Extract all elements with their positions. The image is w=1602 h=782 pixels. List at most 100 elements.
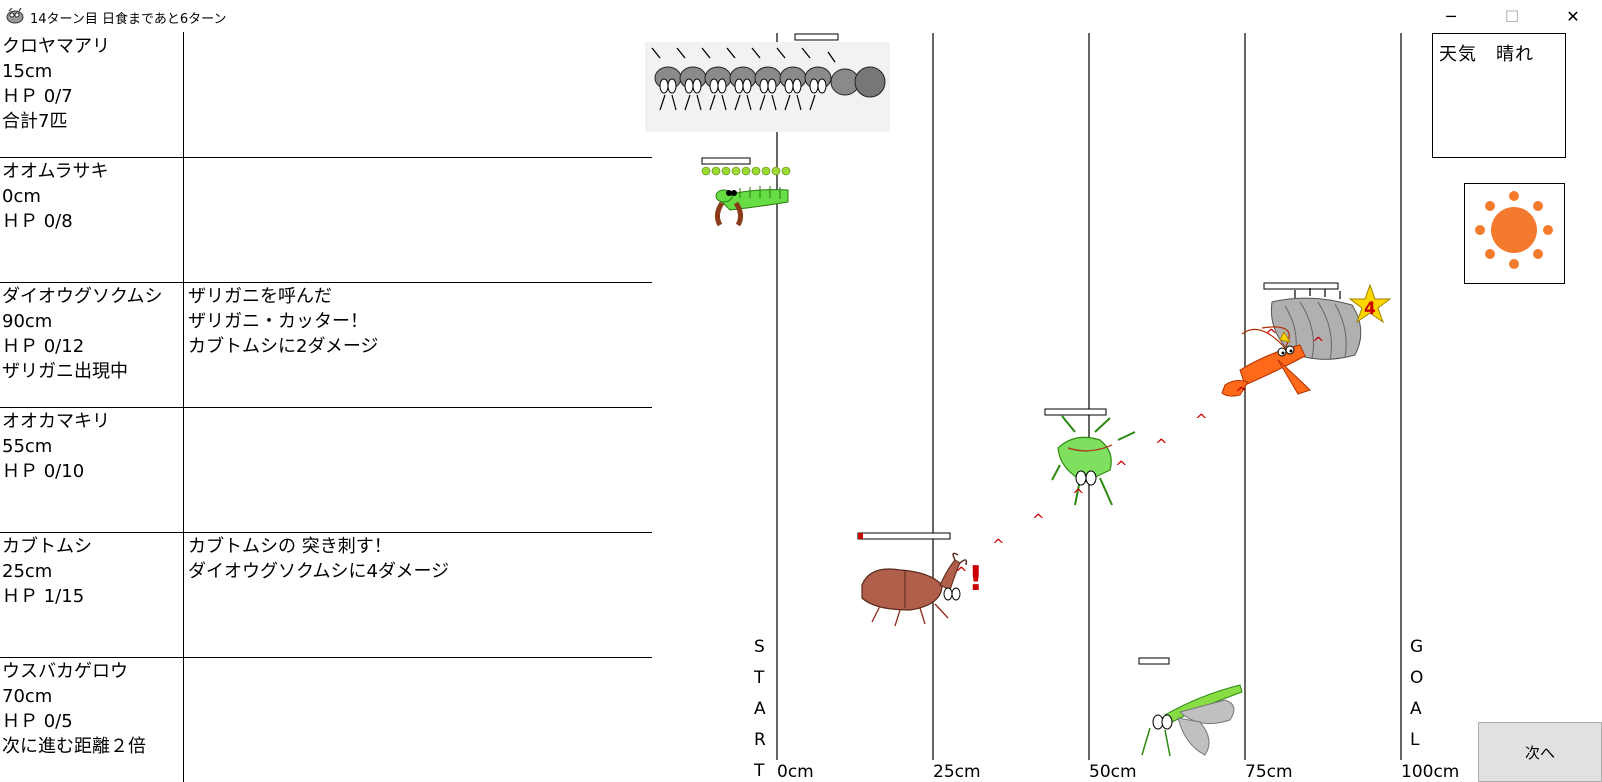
weather-icon-frame: [1464, 183, 1565, 284]
player-row: オオカマキリ 55cm ＨＰ 0/10: [0, 407, 652, 533]
attack-arrow: ^: [1032, 511, 1045, 529]
column-divider: [183, 32, 184, 157]
attack-arrow: ^: [1312, 334, 1325, 352]
player-row: ウスバカゲロウ 70cm ＨＰ 0/5 次に進む距離２倍: [0, 657, 652, 782]
close-button[interactable]: ✕: [1566, 6, 1580, 26]
status-panel: クロヤマアリ 15cm ＨＰ 0/7 合計7匹 オオムラサキ 0cm ＨＰ 0/…: [0, 32, 652, 782]
player-hp: ＨＰ 0/7: [2, 86, 73, 107]
ant-hp-bar: [794, 33, 839, 41]
butterfly-hp-bar: [701, 157, 751, 165]
tick-label: 100cm: [1401, 762, 1459, 782]
tick-label: 25cm: [933, 762, 981, 782]
player-name: カブトムシ: [2, 536, 92, 557]
column-divider: [183, 532, 184, 657]
hp-bars: [701, 33, 1339, 665]
log-line: カブトムシの 突き刺す！: [188, 536, 392, 557]
player-stats: クロヤマアリ 15cm ＨＰ 0/7 合計7匹: [2, 34, 110, 134]
caterpillar-sprite-icon: [701, 166, 791, 227]
player-hp: ＨＰ 0/10: [2, 461, 85, 482]
log-line: ザリガニを呼んだ: [188, 286, 332, 307]
player-row: クロヤマアリ 15cm ＨＰ 0/7 合計7匹: [0, 32, 652, 158]
title-bar: 14ターン目 日食まであと6ターン ─ ☐ ✕: [0, 0, 1602, 32]
player-stats: カブトムシ 25cm ＨＰ 1/15: [2, 534, 92, 609]
sun-icon: [1475, 191, 1553, 269]
mantis-sprite-icon: [1051, 415, 1136, 506]
attack-arrow: ^: [1155, 436, 1168, 454]
attack-arrow: ^: [992, 536, 1005, 554]
beetle-sprite-icon: [861, 552, 968, 627]
tick-label: 0cm: [777, 762, 814, 782]
player-note: 合計7匹: [2, 111, 68, 132]
attack-exclaim: !: [968, 559, 984, 599]
mantis-hp-bar: [1044, 408, 1107, 416]
player-row: カブトムシ 25cm ＨＰ 1/15 カブトムシの 突き刺す！ ダイオウグソクム…: [0, 532, 652, 658]
next-button[interactable]: 次へ: [1478, 722, 1602, 782]
player-name: ダイオウグソクムシ: [2, 286, 163, 307]
column-divider: [183, 282, 184, 407]
tick-label: 50cm: [1089, 762, 1137, 782]
player-name: クロヤマアリ: [2, 36, 110, 57]
action-log: カブトムシの 突き刺す！ ダイオウグソクムシに4ダメージ: [188, 534, 449, 584]
weather-panel: 天気 晴れ: [1432, 33, 1566, 158]
distance-lines: [776, 33, 1402, 760]
minimize-button[interactable]: ─: [1446, 6, 1456, 26]
player-distance: 25cm: [2, 561, 53, 582]
isopod-sprite-icon: [1270, 288, 1362, 361]
tick-label: 75cm: [1245, 762, 1293, 782]
damage-star-icon: 4: [1348, 283, 1392, 324]
player-name: ウスバカゲロウ: [2, 661, 128, 682]
action-log: ザリガニを呼んだ ザリガニ・カッター！ カブトムシに2ダメージ: [188, 284, 379, 359]
player-note: 次に進む距離２倍: [2, 736, 146, 757]
attack-arrow: ^: [1235, 384, 1248, 402]
goal-letter: G: [1410, 637, 1423, 657]
column-divider: [183, 407, 184, 532]
player-note: ザリガニ出現中: [2, 361, 128, 382]
player-hp: ＨＰ 0/5: [2, 711, 73, 732]
app-icon: [6, 7, 24, 24]
goal-letter: L: [1410, 730, 1420, 750]
crayfish-sprite-icon: [1221, 326, 1311, 397]
player-hp: ＨＰ 0/12: [2, 336, 85, 357]
beetle-hp-bar: [857, 532, 951, 540]
damage-number: 4: [1364, 299, 1376, 319]
antlion-sprite-icon: [1141, 684, 1243, 757]
player-row: オオムラサキ 0cm ＨＰ 0/8: [0, 157, 652, 283]
attack-arrow: ^: [1115, 458, 1128, 476]
start-letter: S: [754, 637, 765, 657]
player-distance: 90cm: [2, 311, 53, 332]
antlion-hp-bar: [1138, 657, 1170, 665]
player-distance: 15cm: [2, 61, 53, 82]
attack-arrow: ^: [955, 564, 968, 582]
maximize-button[interactable]: ☐: [1504, 6, 1520, 26]
isopod-hp-bar: [1263, 282, 1339, 290]
attack-arrow: ^: [1072, 486, 1085, 504]
player-stats: ウスバカゲロウ 70cm ＨＰ 0/5 次に進む距離２倍: [2, 659, 146, 759]
player-row: ダイオウグソクムシ 90cm ＨＰ 0/12 ザリガニ出現中 ザリガニを呼んだ …: [0, 282, 652, 408]
attack-arrow: ^: [1195, 411, 1208, 429]
player-name: オオムラサキ: [2, 161, 109, 182]
player-distance: 0cm: [2, 186, 41, 207]
ant-sprites-icon: [645, 42, 890, 132]
player-stats: オオムラサキ 0cm ＨＰ 0/8: [2, 159, 109, 234]
attack-arrow: ^: [1265, 326, 1278, 344]
start-letter: R: [754, 730, 766, 750]
start-letter: T: [753, 761, 765, 781]
start-letter: T: [753, 668, 765, 688]
goal-letter: A: [1410, 699, 1422, 719]
window-title: 14ターン目 日食まであと6ターン: [30, 12, 227, 27]
goal-letter: O: [1410, 668, 1423, 688]
player-distance: 70cm: [2, 686, 53, 707]
log-line: ザリガニ・カッター！: [188, 311, 368, 332]
log-line: カブトムシに2ダメージ: [188, 336, 379, 357]
player-hp: ＨＰ 0/8: [2, 211, 73, 232]
log-line: ダイオウグソクムシに4ダメージ: [188, 561, 450, 582]
player-stats: ダイオウグソクムシ 90cm ＨＰ 0/12 ザリガニ出現中: [2, 284, 163, 384]
player-distance: 55cm: [2, 436, 53, 457]
column-divider: [183, 657, 184, 782]
player-stats: オオカマキリ 55cm ＨＰ 0/10: [2, 409, 110, 484]
column-divider: [183, 157, 184, 282]
weather-label: 天気 晴れ: [1439, 44, 1534, 65]
player-hp: ＨＰ 1/15: [2, 586, 85, 607]
start-letter: A: [754, 699, 766, 719]
